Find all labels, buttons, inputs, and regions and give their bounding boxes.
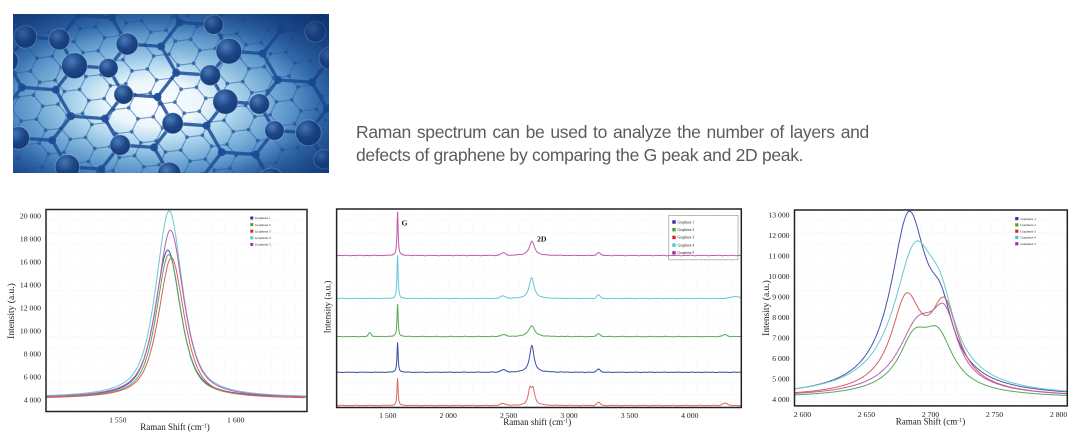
svg-text:Graphene 1: Graphene 1	[255, 216, 271, 220]
svg-text:2 700: 2 700	[922, 410, 939, 419]
svg-text:3 500: 3 500	[621, 411, 638, 420]
svg-text:Graphene 3: Graphene 3	[678, 236, 695, 240]
svg-text:5 000: 5 000	[772, 374, 789, 383]
svg-text:12 000: 12 000	[768, 231, 789, 240]
svg-text:2 800: 2 800	[1050, 410, 1067, 419]
svg-text:2D: 2D	[537, 235, 547, 244]
svg-text:Raman shift (cm-1): Raman shift (cm-1)	[503, 417, 571, 427]
svg-text:Graphene 4: Graphene 4	[678, 243, 695, 247]
svg-text:12 000: 12 000	[20, 304, 41, 313]
svg-text:Intensity (a.u.): Intensity (a.u.)	[761, 280, 772, 336]
svg-text:Graphene 1: Graphene 1	[678, 220, 695, 224]
svg-text:Graphene 4: Graphene 4	[1020, 236, 1036, 240]
svg-text:2 000: 2 000	[440, 411, 457, 420]
svg-text:Graphene 1: Graphene 1	[1020, 217, 1036, 221]
svg-text:6 000: 6 000	[772, 354, 789, 363]
svg-text:1 600: 1 600	[227, 416, 244, 425]
svg-text:Graphene 2: Graphene 2	[1020, 223, 1036, 227]
svg-text:Graphene 5: Graphene 5	[255, 243, 271, 247]
svg-text:Graphene 4: Graphene 4	[255, 236, 271, 240]
svg-text:13 000: 13 000	[768, 211, 789, 220]
svg-text:4 000: 4 000	[772, 395, 789, 404]
svg-text:4 000: 4 000	[24, 395, 41, 404]
svg-text:Graphene 3: Graphene 3	[255, 229, 271, 233]
svg-text:10 000: 10 000	[768, 272, 789, 281]
svg-text:Graphene 2: Graphene 2	[678, 228, 695, 232]
svg-text:Graphene 2: Graphene 2	[255, 223, 271, 227]
svg-text:6 000: 6 000	[24, 372, 41, 381]
svg-text:Raman Shift (cm-1): Raman Shift (cm-1)	[140, 422, 210, 432]
svg-text:G: G	[402, 219, 408, 228]
svg-text:2 650: 2 650	[858, 410, 875, 419]
svg-text:2 600: 2 600	[794, 410, 811, 419]
svg-text:2 750: 2 750	[986, 410, 1003, 419]
svg-text:16 000: 16 000	[20, 258, 41, 267]
svg-text:8 000: 8 000	[772, 313, 789, 322]
svg-text:1 500: 1 500	[379, 411, 396, 420]
svg-text:1 550: 1 550	[109, 416, 126, 425]
svg-text:10 000: 10 000	[20, 326, 41, 335]
svg-text:18 000: 18 000	[20, 235, 41, 244]
svg-text:Graphene 5: Graphene 5	[1020, 242, 1036, 246]
svg-text:Graphene 3: Graphene 3	[1020, 229, 1036, 233]
svg-text:3 000: 3 000	[560, 411, 577, 420]
svg-text:9 000: 9 000	[772, 293, 789, 302]
svg-text:8 000: 8 000	[24, 349, 41, 358]
svg-text:14 000: 14 000	[20, 281, 41, 290]
svg-text:7 000: 7 000	[772, 333, 789, 342]
svg-text:4 000: 4 000	[681, 411, 698, 420]
svg-text:Graphene 5: Graphene 5	[678, 251, 695, 255]
svg-text:11 000: 11 000	[769, 252, 790, 261]
svg-text:Intensity (a.u.): Intensity (a.u.)	[6, 283, 17, 339]
svg-text:Raman Shift (cm-1): Raman Shift (cm-1)	[896, 417, 966, 427]
svg-text:2 500: 2 500	[500, 411, 517, 420]
svg-text:20 000: 20 000	[20, 212, 41, 221]
svg-text:Intensity (a.u.): Intensity (a.u.)	[323, 281, 333, 334]
